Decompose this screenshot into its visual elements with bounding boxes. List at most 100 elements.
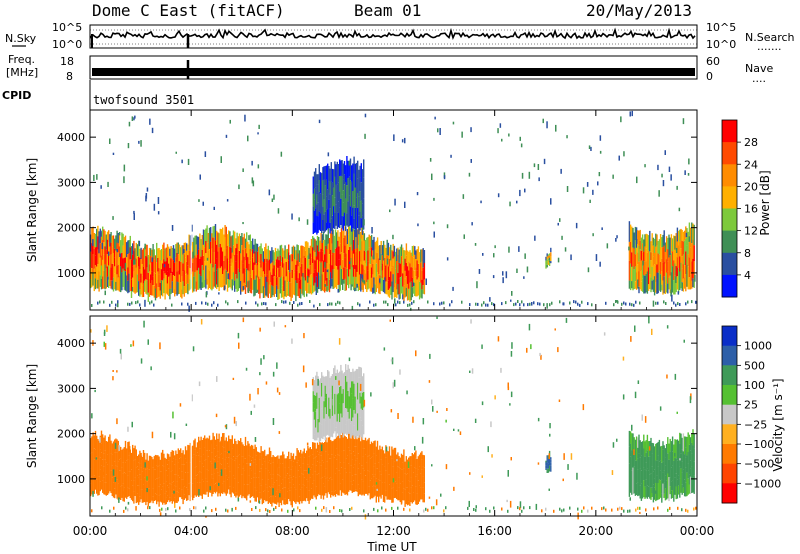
data-cell [668, 477, 670, 502]
data-cell [328, 478, 331, 495]
data-cell [404, 250, 406, 259]
data-cell [259, 271, 261, 279]
data-cell [686, 264, 688, 287]
data-cell [228, 466, 230, 478]
data-cell [644, 275, 646, 294]
data-cell [291, 466, 293, 480]
data-cell [330, 233, 332, 250]
colorbar-swatch [722, 463, 737, 484]
noise-cell [390, 359, 393, 362]
data-cell [683, 277, 686, 289]
data-cell [346, 156, 348, 186]
data-cell [139, 289, 141, 297]
data-cell [398, 477, 400, 488]
data-cell [224, 440, 226, 452]
data-cell [94, 255, 97, 266]
data-cell [247, 451, 249, 464]
data-cell [291, 278, 293, 298]
data-cell [415, 267, 417, 276]
colorbar-swatch [722, 186, 737, 209]
data-cell [146, 244, 148, 258]
noise-cell [437, 128, 439, 133]
noise-cell [592, 233, 594, 237]
noise-cell [386, 258, 389, 265]
data-cell [656, 245, 658, 265]
ground-cell [629, 302, 631, 306]
data-cell [261, 248, 263, 261]
noise-cell [510, 457, 512, 461]
noise-cell [363, 399, 366, 407]
ground-cell [633, 303, 635, 307]
data-cell [338, 470, 340, 496]
data-cell [118, 488, 121, 500]
noise-cell [622, 394, 625, 400]
data-cell [412, 257, 415, 271]
data-cell [331, 195, 334, 216]
data-cell [359, 211, 361, 231]
noise-cell [670, 174, 672, 181]
data-cell [97, 264, 99, 280]
data-cell [639, 249, 641, 260]
data-cell [647, 284, 650, 291]
data-cell [174, 497, 176, 505]
data-cell [360, 261, 362, 274]
data-cell [685, 447, 687, 458]
data-cell [114, 238, 116, 249]
data-cell [319, 275, 321, 290]
data-cell [634, 460, 637, 479]
data-cell [254, 279, 256, 296]
data-cell [206, 225, 208, 243]
data-cell [93, 448, 95, 460]
data-cell [170, 273, 172, 289]
data-cell [344, 257, 346, 268]
data-cell [336, 247, 338, 267]
data-cell [385, 281, 387, 295]
noise-cell [519, 189, 521, 197]
data-cell [256, 265, 259, 278]
data-cell [632, 433, 634, 450]
data-cell [357, 262, 360, 287]
data-cell [139, 496, 141, 503]
data-cell [307, 268, 309, 283]
data-cell [665, 272, 668, 293]
data-cell [343, 253, 345, 268]
data-cell [302, 484, 304, 502]
data-cell [546, 455, 548, 460]
data-cell [310, 239, 313, 258]
data-cell [361, 183, 364, 204]
data-cell [643, 239, 645, 252]
data-cell [189, 462, 191, 483]
data-cell [674, 249, 676, 264]
data-cell [283, 291, 285, 300]
data-cell [670, 467, 673, 482]
noise-cell [677, 291, 680, 295]
data-cell [142, 484, 145, 503]
data-cell [357, 178, 359, 193]
data-cell [637, 240, 639, 253]
data-cell [184, 257, 187, 275]
data-cell [663, 261, 665, 277]
data-cell [679, 478, 681, 498]
data-cell [652, 455, 655, 472]
data-cell [92, 226, 94, 244]
data-cell [298, 273, 301, 281]
noise-cell [561, 235, 563, 240]
data-cell [352, 451, 355, 468]
noise-cell [146, 476, 148, 481]
data-cell [295, 489, 297, 504]
data-cell [357, 468, 359, 484]
data-cell [316, 194, 318, 205]
data-cell [689, 227, 692, 248]
data-cell [331, 385, 334, 400]
data-cell [248, 271, 250, 281]
data-cell [283, 470, 285, 488]
ground-cell [541, 509, 543, 513]
data-cell [229, 263, 231, 280]
data-cell [120, 470, 122, 487]
noise-cell [114, 476, 117, 482]
noise-cell [599, 150, 602, 154]
noise-cell [225, 134, 228, 138]
data-cell [677, 440, 680, 453]
data-cell [680, 433, 682, 454]
data-cell [360, 273, 362, 292]
